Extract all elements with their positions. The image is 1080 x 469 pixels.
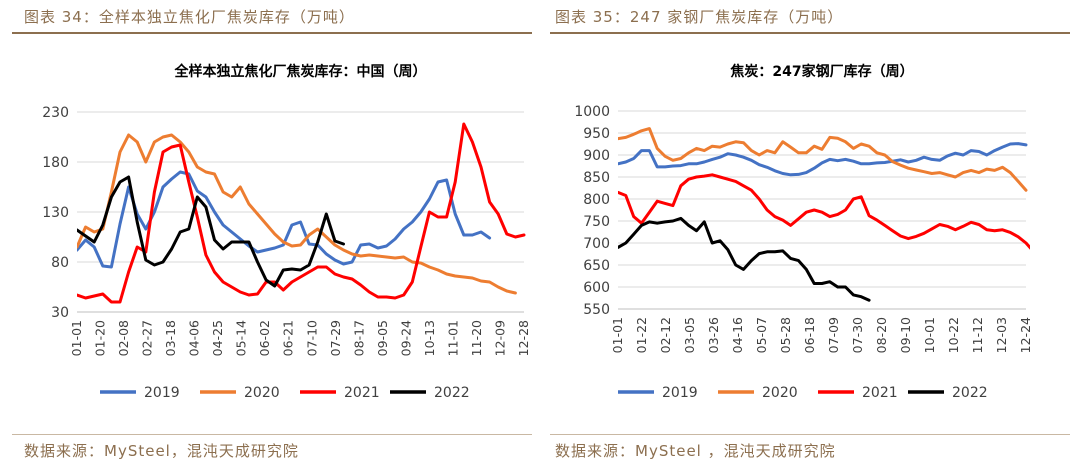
legend-label-2021: 2021 bbox=[862, 385, 898, 401]
x-tick-label: 01-22 bbox=[634, 317, 649, 353]
x-tick-label: 07-30 bbox=[850, 317, 865, 353]
series-line-2019 bbox=[77, 170, 492, 269]
x-tick-label: 06-21 bbox=[281, 320, 296, 356]
x-tick-label: 07-09 bbox=[826, 317, 841, 353]
x-tick-label: 09-24 bbox=[398, 320, 413, 356]
source-note-left: 数据来源：MySteel，混沌天成研究院 bbox=[24, 442, 299, 460]
x-tick-label: 04-16 bbox=[730, 317, 745, 353]
series-line-2022 bbox=[77, 175, 345, 288]
source-rule-right bbox=[550, 434, 1070, 435]
legend-label-2019: 2019 bbox=[144, 385, 180, 401]
x-tick-label: 04-06 bbox=[187, 320, 202, 356]
caption-rule-left bbox=[12, 32, 532, 34]
x-tick-label: 01-20 bbox=[93, 320, 108, 356]
coke-inventory-steel-mills-chart: 焦炭：247家钢厂库存（周） 550 600 650 700 750 800 850 900 95… bbox=[574, 63, 1033, 401]
series-line-2021 bbox=[618, 173, 1030, 250]
chart-panel-left: 全样本独立焦化厂焦炭库存：中国（周） 30 80 130 180 230 01-01 01-2… bbox=[12, 40, 532, 430]
x-tick-label: 05-28 bbox=[778, 317, 793, 353]
x-tick-label: 10-01 bbox=[922, 317, 937, 353]
source-rule-left bbox=[12, 434, 532, 435]
y-tick-label: 550 bbox=[583, 302, 610, 318]
y-tick-label: 800 bbox=[583, 192, 610, 208]
y-tick-label: 900 bbox=[583, 148, 610, 164]
series-line-2020 bbox=[77, 133, 517, 295]
y-tick-label: 950 bbox=[583, 126, 610, 142]
x-tick-label: 11-20 bbox=[469, 320, 484, 356]
x-tick-label: 09-10 bbox=[898, 317, 913, 353]
figure-caption-left: 图表 34：全样本独立焦化厂焦炭库存（万吨） bbox=[24, 8, 355, 26]
x-tick-label: 05-07 bbox=[754, 317, 769, 353]
source-note-right: 数据来源：MySteel ，混沌天成研究院 bbox=[555, 442, 836, 460]
x-tick-label: 02-12 bbox=[658, 317, 673, 353]
caption-rule-right bbox=[550, 32, 1070, 34]
x-tick-label: 12-24 bbox=[1018, 317, 1033, 353]
y-tick-label: 600 bbox=[583, 280, 610, 296]
x-tick-label: 02-27 bbox=[140, 320, 155, 356]
legend-label-2019: 2019 bbox=[662, 385, 698, 401]
y-tick-label: 180 bbox=[42, 155, 69, 171]
chart-panel-right: 焦炭：247家钢厂库存（周） 550 600 650 700 750 800 850 900 95… bbox=[550, 40, 1070, 430]
x-tick-label: 08-17 bbox=[351, 320, 366, 356]
y-tick-label: 30 bbox=[51, 305, 69, 321]
x-tick-label: 11-01 bbox=[445, 320, 460, 356]
x-tick-label: 01-01 bbox=[610, 317, 625, 353]
x-tick-label: 12-09 bbox=[492, 320, 507, 356]
x-tick-label: 06-18 bbox=[802, 317, 817, 353]
x-tick-label: 11-12 bbox=[970, 317, 985, 353]
x-tick-label: 02-08 bbox=[116, 320, 131, 356]
legend-label-2021: 2021 bbox=[344, 385, 380, 401]
y-tick-label: 80 bbox=[51, 255, 69, 271]
y-tick-label: 650 bbox=[583, 258, 610, 274]
y-tick-label: 750 bbox=[583, 214, 610, 230]
series-line-2021 bbox=[77, 122, 526, 304]
x-tick-label: 12-28 bbox=[516, 320, 531, 356]
coke-inventory-independent-chart: 全样本独立焦化厂焦炭库存：中国（周） 30 80 130 180 230 01-01 01-2… bbox=[42, 63, 531, 401]
x-tick-label: 07-29 bbox=[328, 320, 343, 356]
legend-label-2020: 2020 bbox=[244, 385, 280, 401]
y-tick-label: 1000 bbox=[574, 104, 610, 120]
series-line-2020 bbox=[618, 127, 1028, 192]
x-tick-label: 09-05 bbox=[375, 320, 390, 356]
series-line-2022 bbox=[618, 216, 871, 302]
legend-label-2022: 2022 bbox=[434, 385, 470, 401]
series-line-2019 bbox=[618, 142, 1028, 177]
x-tick-label: 05-14 bbox=[234, 320, 249, 356]
x-tick-label: 08-20 bbox=[874, 317, 889, 353]
legend-label-2022: 2022 bbox=[952, 385, 988, 401]
x-tick-label: 01-01 bbox=[69, 320, 84, 356]
x-tick-label: 03-05 bbox=[682, 317, 697, 353]
x-tick-label: 12-03 bbox=[994, 317, 1009, 353]
chart-title: 全样本独立焦化厂焦炭库存：中国（周） bbox=[174, 63, 427, 80]
chart-title: 焦炭：247家钢厂库存（周） bbox=[729, 63, 913, 80]
x-tick-label: 03-18 bbox=[163, 320, 178, 356]
x-tick-label: 10-22 bbox=[946, 317, 961, 353]
x-tick-label: 07-10 bbox=[304, 320, 319, 356]
x-tick-label: 06-02 bbox=[257, 320, 272, 356]
y-tick-label: 230 bbox=[42, 105, 69, 121]
y-tick-label: 130 bbox=[42, 205, 69, 221]
y-tick-label: 700 bbox=[583, 236, 610, 252]
y-tick-label: 850 bbox=[583, 170, 610, 186]
x-tick-label: 03-26 bbox=[706, 317, 721, 353]
legend-label-2020: 2020 bbox=[762, 385, 798, 401]
x-tick-label: 04-25 bbox=[210, 320, 225, 356]
x-tick-label: 10-13 bbox=[422, 320, 437, 356]
figure-caption-right: 图表 35：247 家钢厂焦炭库存（万吨） bbox=[555, 8, 844, 26]
